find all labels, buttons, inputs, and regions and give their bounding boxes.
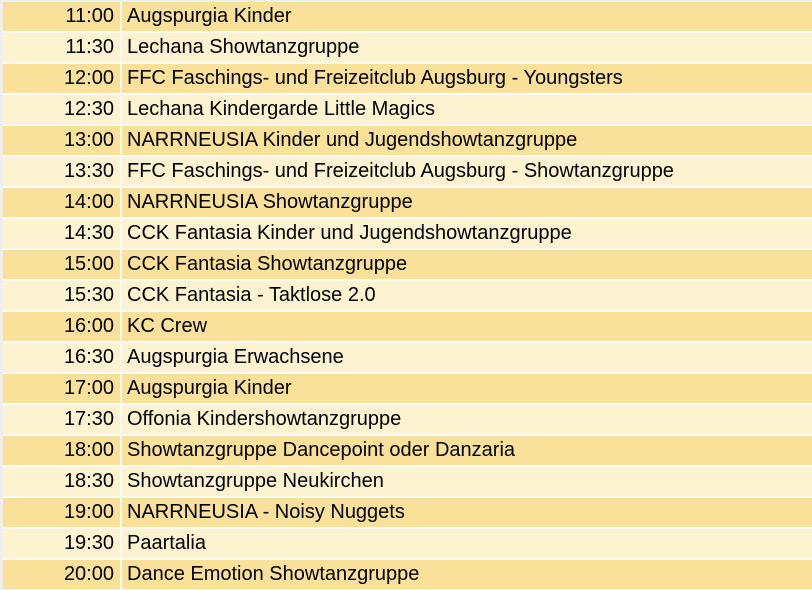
table-row: 19:30 Paartalia [3,529,812,558]
event-cell: NARRNEUSIA Showtanzgruppe [122,188,812,217]
table-row: 13:00 NARRNEUSIA Kinder und Jugendshowta… [3,126,812,155]
event-cell: Lechana Kindergarde Little Magics [122,95,812,124]
time-cell: 13:00 [3,126,120,155]
event-cell: NARRNEUSIA Kinder und Jugendshowtanzgrup… [122,126,812,155]
time-cell: 14:30 [3,219,120,248]
event-cell: FFC Faschings- und Freizeitclub Augsburg… [122,64,812,93]
time-cell: 14:00 [3,188,120,217]
event-cell: Augspurgia Kinder [122,374,812,403]
time-cell: 17:30 [3,405,120,434]
table-row: 16:30 Augspurgia Erwachsene [3,343,812,372]
schedule-table: 11:00 Augspurgia Kinder 11:30 Lechana Sh… [3,2,812,590]
table-row: 11:30 Lechana Showtanzgruppe [3,33,812,62]
event-cell: Paartalia [122,529,812,558]
time-cell: 18:30 [3,467,120,496]
time-cell: 12:30 [3,95,120,124]
event-cell: Dance Emotion Showtanzgruppe [122,560,812,589]
event-cell: Showtanzgruppe Dancepoint oder Danzaria [122,436,812,465]
time-cell: 15:00 [3,250,120,279]
time-cell: 16:30 [3,343,120,372]
event-cell: CCK Fantasia Kinder und Jugendshowtanzgr… [122,219,812,248]
time-cell: 17:00 [3,374,120,403]
table-row: 15:30 CCK Fantasia - Taktlose 2.0 [3,281,812,310]
table-row: 18:30 Showtanzgruppe Neukirchen [3,467,812,496]
table-row: 19:00 NARRNEUSIA - Noisy Nuggets [3,498,812,527]
time-cell: 13:30 [3,157,120,186]
event-cell: Offonia Kindershowtanzgruppe [122,405,812,434]
time-cell: 11:30 [3,33,120,62]
table-row: 12:30 Lechana Kindergarde Little Magics [3,95,812,124]
event-cell: CCK Fantasia - Taktlose 2.0 [122,281,812,310]
table-row: 16:00 KC Crew [3,312,812,341]
time-cell: 11:00 [3,2,120,31]
event-cell: Augspurgia Erwachsene [122,343,812,372]
table-row: 13:30 FFC Faschings- und Freizeitclub Au… [3,157,812,186]
table-row: 11:00 Augspurgia Kinder [3,2,812,31]
time-cell: 20:00 [3,560,120,589]
table-row: 17:30 Offonia Kindershowtanzgruppe [3,405,812,434]
table-row: 14:30 CCK Fantasia Kinder und Jugendshow… [3,219,812,248]
time-cell: 18:00 [3,436,120,465]
table-row: 18:00 Showtanzgruppe Dancepoint oder Dan… [3,436,812,465]
table-row: 14:00 NARRNEUSIA Showtanzgruppe [3,188,812,217]
event-cell: FFC Faschings- und Freizeitclub Augsburg… [122,157,812,186]
table-row: 17:00 Augspurgia Kinder [3,374,812,403]
event-cell: Showtanzgruppe Neukirchen [122,467,812,496]
table-row: 15:00 CCK Fantasia Showtanzgruppe [3,250,812,279]
time-cell: 19:30 [3,529,120,558]
event-cell: KC Crew [122,312,812,341]
event-cell: NARRNEUSIA - Noisy Nuggets [122,498,812,527]
time-cell: 12:00 [3,64,120,93]
table-row: 20:00 Dance Emotion Showtanzgruppe [3,560,812,589]
event-cell: CCK Fantasia Showtanzgruppe [122,250,812,279]
table-row: 12:00 FFC Faschings- und Freizeitclub Au… [3,64,812,93]
event-cell: Augspurgia Kinder [122,2,812,31]
time-cell: 19:00 [3,498,120,527]
event-cell: Lechana Showtanzgruppe [122,33,812,62]
time-cell: 16:00 [3,312,120,341]
time-cell: 15:30 [3,281,120,310]
